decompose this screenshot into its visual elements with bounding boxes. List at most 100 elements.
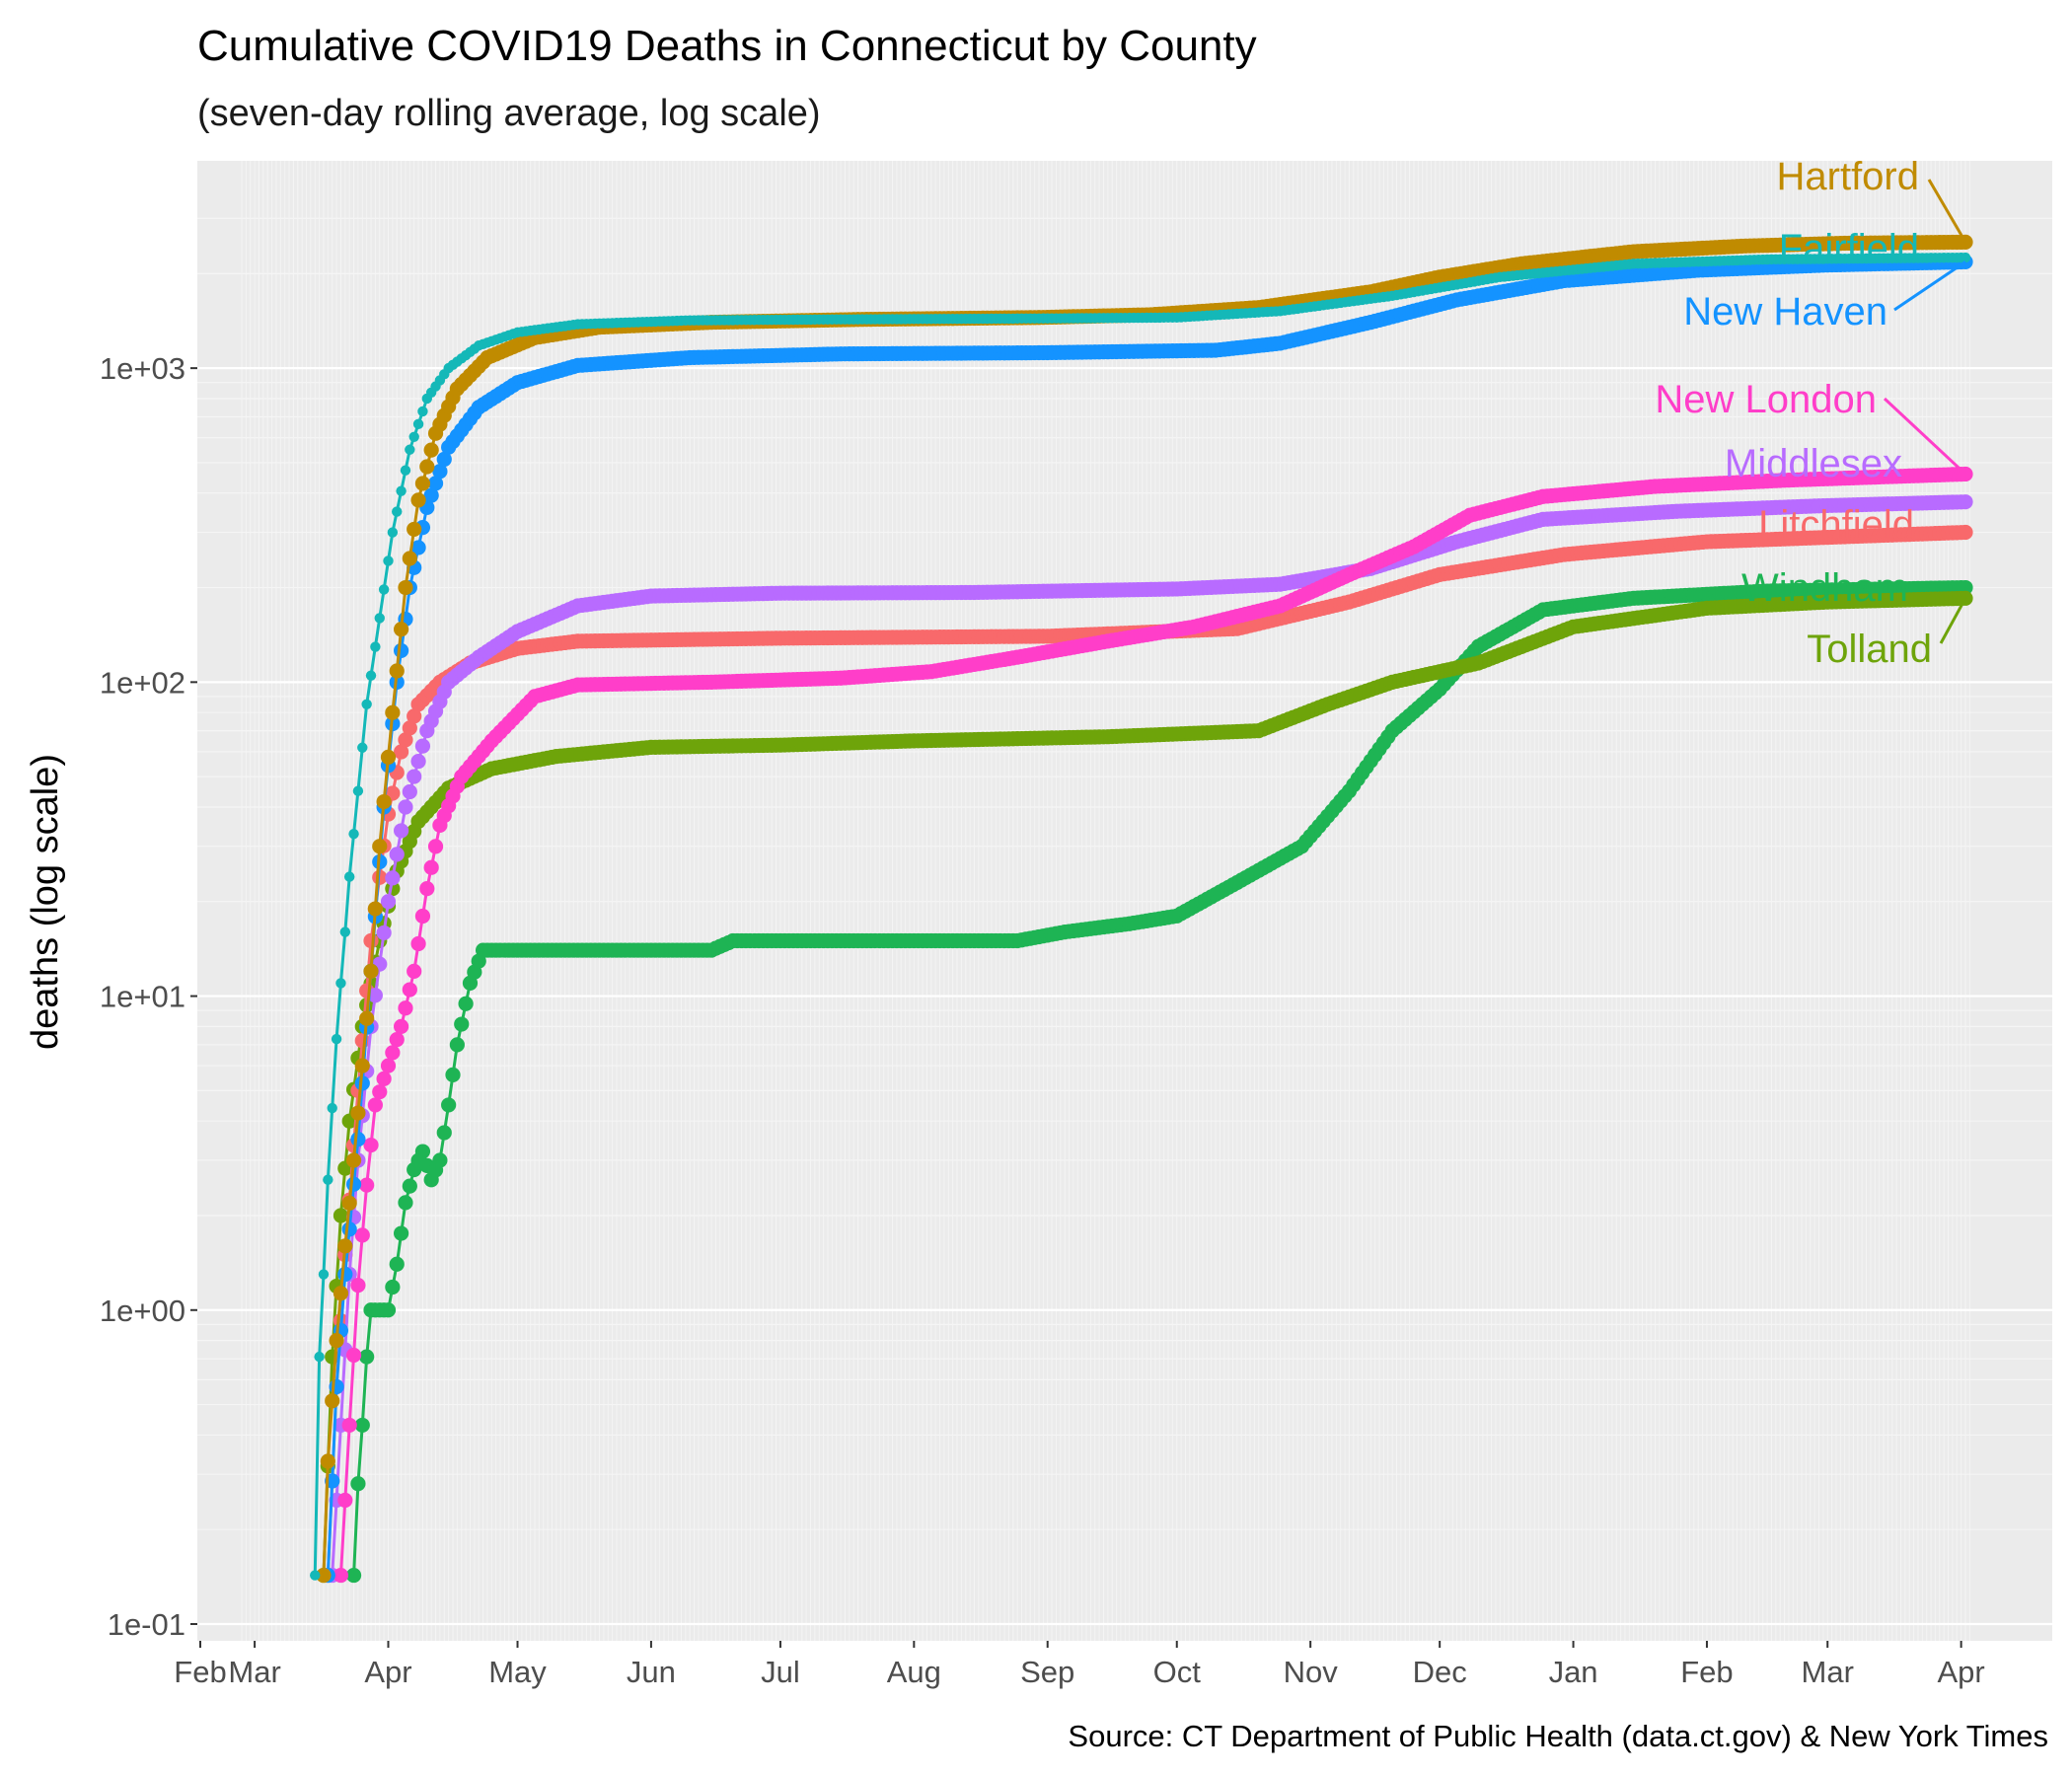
y-tick-label: 1e+00: [100, 1294, 185, 1328]
data-point: [380, 894, 397, 910]
data-point: [402, 783, 417, 800]
data-point: [316, 1567, 332, 1584]
data-point: [410, 540, 426, 555]
data-point: [414, 1144, 431, 1159]
data-point: [320, 1453, 335, 1469]
data-point: [423, 442, 439, 458]
data-point: [458, 996, 474, 1011]
data-point: [412, 418, 424, 430]
data-point: [396, 485, 407, 496]
data-point: [331, 1033, 342, 1045]
data-point: [314, 1351, 325, 1363]
label-leader-line: [1939, 597, 1967, 644]
data-point: [389, 847, 405, 862]
data-point: [389, 1256, 405, 1272]
data-point: [367, 901, 383, 917]
data-point: [352, 785, 364, 796]
data-point: [329, 1378, 344, 1395]
data-point: [363, 932, 379, 949]
data-point: [374, 613, 385, 624]
data-point: [376, 793, 392, 810]
data-point: [1958, 234, 1973, 250]
data-point: [389, 1032, 405, 1048]
x-tick-label: May: [488, 1655, 547, 1689]
series-label-windham: Windham: [1741, 566, 1908, 610]
y-tick-label: 1e-01: [108, 1607, 185, 1642]
data-point: [359, 1349, 375, 1365]
x-tick-label: Sep: [1020, 1655, 1074, 1689]
series-label-new-london: New London: [1655, 378, 1877, 421]
y-axis-label: deaths (log scale): [25, 754, 66, 1050]
data-point: [380, 1058, 397, 1073]
data-point: [400, 465, 411, 476]
x-tick-label: Oct: [1153, 1655, 1202, 1689]
data-point: [398, 732, 413, 748]
data-point: [325, 1393, 340, 1409]
x-tick-label: Dec: [1413, 1655, 1467, 1689]
data-point: [398, 799, 413, 815]
data-point: [354, 1417, 370, 1434]
data-point: [407, 769, 422, 784]
data-point: [385, 1045, 401, 1061]
data-point: [376, 1071, 392, 1087]
series-fairfield: [310, 252, 1971, 1581]
data-point: [436, 1125, 452, 1141]
data-point: [1958, 494, 1973, 510]
data-point: [345, 1567, 362, 1584]
data-point: [341, 1195, 357, 1211]
data-point: [414, 908, 431, 925]
data-point: [345, 1176, 362, 1192]
data-point: [354, 1227, 370, 1243]
data-point: [394, 823, 409, 839]
data-point: [445, 1067, 461, 1082]
data-point: [414, 476, 431, 491]
data-point: [327, 1102, 337, 1114]
data-point: [394, 1225, 409, 1241]
data-point: [333, 1286, 349, 1301]
data-point: [348, 828, 359, 840]
data-point: [432, 1152, 448, 1168]
data-point: [354, 1033, 370, 1049]
data-point: [436, 451, 452, 468]
data-point: [350, 1277, 366, 1294]
data-point: [337, 1238, 353, 1254]
data-point: [378, 584, 390, 595]
x-tick-label: Aug: [887, 1655, 941, 1689]
data-point: [1958, 524, 1973, 541]
data-point: [370, 641, 381, 652]
data-point: [337, 1492, 353, 1509]
data-point: [363, 963, 379, 979]
data-point: [410, 935, 426, 952]
data-point: [407, 708, 422, 724]
x-tick-label: Feb: [1680, 1655, 1733, 1689]
data-point: [394, 622, 409, 637]
series-label-new-haven: New Haven: [1683, 290, 1887, 333]
series-label-tolland: Tolland: [1807, 628, 1932, 671]
data-point: [405, 444, 415, 455]
data-point: [449, 1037, 465, 1053]
data-point: [365, 670, 377, 681]
data-point: [350, 1105, 366, 1121]
x-tick-label: Nov: [1284, 1655, 1339, 1689]
data-point: [407, 521, 422, 538]
data-point: [423, 487, 439, 503]
series-layer: [310, 234, 1973, 1584]
data-point: [398, 1195, 413, 1211]
data-point: [402, 551, 417, 566]
data-point: [402, 720, 417, 736]
data-point: [318, 1269, 330, 1280]
data-point: [419, 459, 435, 475]
gridlines: [197, 161, 2052, 1641]
y-tick-label: 1e+02: [100, 665, 185, 700]
series-label-litchfield: Litchfield: [1758, 503, 1914, 547]
series-label-middlesex: Middlesex: [1725, 442, 1902, 485]
x-tick-label: Jan: [1549, 1655, 1598, 1689]
label-leader-line: [1927, 179, 1967, 244]
data-point: [383, 555, 394, 566]
data-point: [343, 871, 355, 882]
label-leader-line: [1883, 397, 1967, 476]
data-point: [408, 431, 419, 443]
data-point: [389, 663, 405, 679]
data-point: [402, 1178, 417, 1194]
